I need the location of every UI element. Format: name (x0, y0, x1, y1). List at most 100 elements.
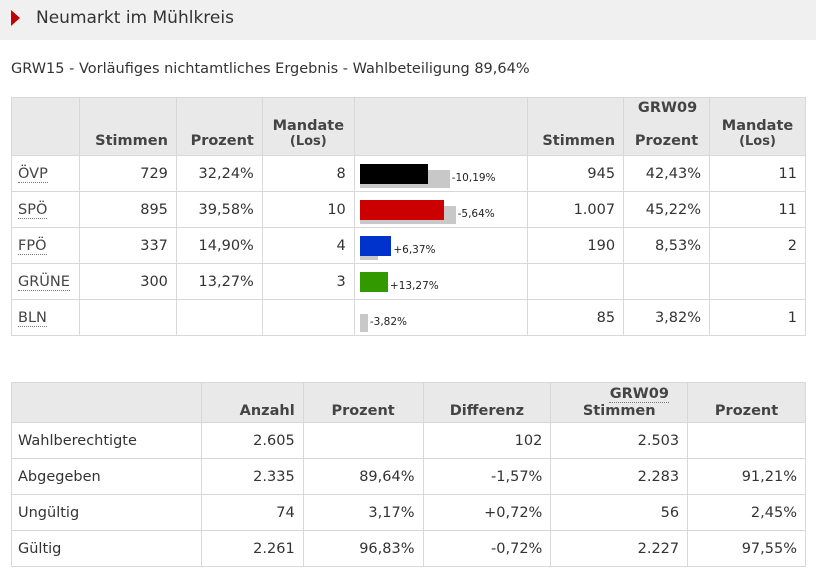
differenz-cell: +0,72% (422, 494, 552, 531)
mandate-label: Mandate (272, 118, 345, 134)
stats-table: Anzahl Prozent Differenz GRW09 Stimmen P… (11, 382, 806, 567)
party-cell: GRÜNE (11, 263, 80, 300)
results-header-mandate: Mandate (Los) (261, 97, 355, 156)
stats-label: Abgegeben (11, 458, 202, 495)
change-label: -10,19% (451, 172, 496, 184)
mandate-cell: 8 (261, 155, 355, 192)
stimmen-cell: 337 (78, 227, 177, 264)
mandate-cell: 4 (261, 227, 355, 264)
stats-stimmen-cell: 56 (550, 494, 689, 531)
prozent-cell: 39,58% (175, 191, 263, 228)
mandate-cell: 10 (261, 191, 355, 228)
prev-prozent-cell: 3,82% (623, 299, 711, 336)
prozent-cell: 13,27% (175, 263, 263, 300)
stats-grw09-link[interactable]: GRW09 (609, 386, 670, 403)
stats-header-prozent: Prozent (302, 382, 424, 423)
change-bar-cell: -5,64% (353, 191, 529, 228)
stats-prev-prozent-cell: 2,45% (687, 494, 806, 531)
header-bar: Neumarkt im Mühlkreis (0, 0, 816, 40)
stats-header-differenz: Differenz (422, 382, 552, 423)
differenz-cell: 102 (422, 422, 552, 459)
results-header-bar (353, 97, 529, 156)
party-link[interactable]: GRÜNE (18, 273, 70, 291)
stats-prozent-cell: 89,64% (302, 458, 424, 495)
change-label: -5,64% (457, 208, 495, 220)
stats-row: Abgegeben 2.335 89,64% -1,57% 2.283 91,21% (11, 458, 806, 495)
party-cell: ÖVP (11, 155, 80, 192)
party-row: GRÜNE 300 13,27% 3 +13,27% (11, 263, 806, 300)
stats-header-prev-prozent: Prozent (687, 382, 806, 423)
party-link[interactable]: FPÖ (18, 237, 47, 255)
prozent-cell: 32,24% (175, 155, 263, 192)
result-subtitle: GRW15 - Vorläufiges nichtamtliches Ergeb… (11, 61, 530, 77)
stats-label: Ungültig (11, 494, 202, 531)
results-header-prev-prozent: GRW09 Prozent (623, 97, 711, 156)
party-row: FPÖ 337 14,90% 4 +6,37% 190 8,53% 2 (11, 227, 806, 264)
anzahl-cell: 74 (200, 494, 304, 531)
party-row: BLN -3,82% 85 3,82% 1 (11, 299, 806, 336)
current-result-bar (359, 272, 388, 292)
prev-stimmen-cell: 945 (527, 155, 625, 192)
party-cell: FPÖ (11, 227, 80, 264)
prozent-cell (175, 299, 263, 336)
differenz-cell: -1,57% (422, 458, 552, 495)
stats-prev-prozent-cell: 91,21% (687, 458, 806, 495)
prev-prozent-cell: 45,22% (623, 191, 711, 228)
grw09-link[interactable]: GRW09 (637, 100, 698, 116)
prev-mandate-cell: 11 (709, 191, 806, 228)
results-header-stimmen: Stimmen (78, 97, 177, 156)
stimmen-cell (78, 299, 177, 336)
triangle-marker-icon (11, 10, 20, 26)
change-label: +6,37% (393, 244, 436, 256)
stats-label: Wahlberechtigte (11, 422, 202, 459)
prev-prozent-cell: 8,53% (623, 227, 711, 264)
stimmen-cell: 729 (78, 155, 177, 192)
differenz-cell: -0,72% (422, 530, 552, 567)
stats-stimmen-cell: 2.227 (550, 530, 689, 567)
current-result-bar (359, 200, 444, 220)
prev-stimmen-cell: 190 (527, 227, 625, 264)
stats-prev-prozent-cell (687, 422, 806, 459)
stats-row: Wahlberechtigte 2.605 102 2.503 (11, 422, 806, 459)
mandate-cell: 3 (261, 263, 355, 300)
page-title: Neumarkt im Mühlkreis (36, 8, 234, 28)
prev-prozent-label: Prozent (634, 133, 699, 149)
anzahl-cell: 2.335 (200, 458, 304, 495)
results-header-prev-stimmen: Stimmen (527, 97, 625, 156)
prev-mandate-label: Mandate (721, 118, 794, 134)
stimmen-cell: 895 (78, 191, 177, 228)
prev-mandate-cell: 2 (709, 227, 806, 264)
results-header-prozent: Prozent (175, 97, 263, 156)
prozent-cell: 14,90% (175, 227, 263, 264)
stats-row: Ungültig 74 3,17% +0,72% 56 2,45% (11, 494, 806, 531)
stats-header-anzahl: Anzahl (200, 382, 304, 423)
party-link[interactable]: BLN (18, 309, 47, 327)
stats-header-label (11, 382, 202, 423)
stats-prozent-cell (302, 422, 424, 459)
prev-prozent-cell (623, 263, 711, 300)
prev-stimmen-cell: 85 (527, 299, 625, 336)
stats-header-stimmen: GRW09 Stimmen (550, 382, 689, 423)
stats-prev-prozent-cell: 97,55% (687, 530, 806, 567)
party-link[interactable]: ÖVP (18, 165, 48, 183)
change-label: +13,27% (389, 280, 439, 292)
party-row: ÖVP 729 32,24% 8 -10,19% 945 42,43% 11 (11, 155, 806, 192)
party-row: SPÖ 895 39,58% 10 -5,64% 1.007 45,22% 11 (11, 191, 806, 228)
stats-stimmen-cell: 2.283 (550, 458, 689, 495)
prev-stimmen-cell: 1.007 (527, 191, 625, 228)
party-cell: SPÖ (11, 191, 80, 228)
party-cell: BLN (11, 299, 80, 336)
stats-label: Gültig (11, 530, 202, 567)
results-header-prev-mandate: Mandate (Los) (709, 97, 806, 156)
current-result-bar (359, 236, 392, 256)
prev-mandate-cell (709, 263, 806, 300)
mandate-cell (261, 299, 355, 336)
party-link[interactable]: SPÖ (18, 201, 48, 219)
stats-stimmen-label: Stimmen (582, 403, 656, 419)
stats-stimmen-cell: 2.503 (550, 422, 689, 459)
previous-result-bar (359, 314, 368, 332)
change-bar-cell: -10,19% (353, 155, 529, 192)
los-label: (Los) (289, 134, 327, 149)
prev-mandate-cell: 1 (709, 299, 806, 336)
stats-prozent-cell: 3,17% (302, 494, 424, 531)
